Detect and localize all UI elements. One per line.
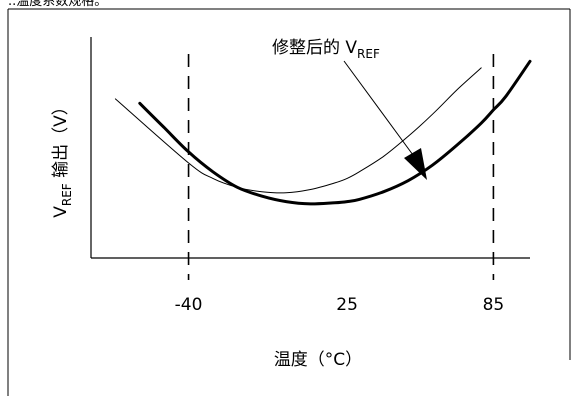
x-tick-label-2: 25 (336, 295, 358, 315)
x-axis-title: 温度（°C） (274, 350, 362, 370)
y-axis-title-group: VREF 输出（V） (51, 98, 74, 218)
annotation-text-main: 修整后的 V (272, 38, 357, 58)
annotation-arrowhead (404, 148, 427, 180)
y-axis-title-rest: 输出（V） (51, 98, 71, 183)
y-axis-title-main: V (51, 206, 71, 218)
annotation-arrow-line (343, 60, 414, 156)
y-axis-title: VREF 输出（V） (51, 98, 74, 218)
x-tick-label-1: -40 (175, 295, 203, 315)
series-lines (114, 59, 532, 206)
annotation-text-sub: REF (357, 47, 380, 61)
header-fragment: ..温度系数规格。 (8, 0, 107, 9)
x-tick-label-3: 85 (483, 295, 505, 315)
annotation-label: 修整后的 VREF (272, 38, 380, 61)
untrimmed-vref-curve (114, 67, 482, 194)
y-axis-title-sub: REF (60, 183, 74, 206)
reference-lines (187, 54, 495, 280)
trimmed-vref-curve (138, 59, 532, 206)
x-tick-labels: -40 25 85 (175, 295, 505, 315)
